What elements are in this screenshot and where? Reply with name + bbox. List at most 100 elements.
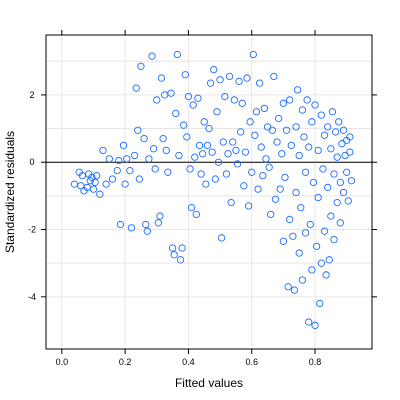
data-point: [281, 173, 289, 182]
data-point: [298, 106, 307, 114]
data-point: [102, 180, 110, 188]
data-point: [167, 89, 175, 97]
data-point: [229, 138, 237, 146]
data-point: [135, 175, 144, 183]
grid-lines: [46, 35, 372, 349]
data-point: [96, 190, 104, 198]
data-point: [162, 146, 170, 155]
data-point: [108, 175, 117, 183]
x-tick-label: 0.6: [245, 357, 258, 367]
data-points: [70, 50, 356, 330]
data-point: [208, 148, 216, 156]
data-point: [317, 259, 326, 267]
y-tick-label: -2: [28, 225, 36, 235]
data-point: [170, 251, 178, 259]
data-point: [298, 276, 307, 284]
data-point: [330, 170, 338, 178]
data-point: [306, 220, 314, 229]
data-point: [224, 150, 232, 158]
data-point: [325, 256, 333, 264]
data-point: [324, 123, 332, 131]
data-point: [199, 150, 207, 158]
data-point: [151, 165, 159, 173]
data-point: [113, 166, 121, 175]
data-point: [206, 79, 215, 87]
x-tick-label: 0.8: [309, 357, 322, 367]
data-point: [184, 92, 193, 101]
data-point: [278, 150, 286, 158]
data-point: [341, 151, 349, 160]
data-point: [180, 121, 188, 129]
data-point: [286, 96, 294, 104]
data-point: [314, 146, 322, 155]
data-point: [70, 180, 79, 188]
data-point: [267, 210, 275, 219]
data-point: [254, 185, 262, 193]
data-point: [286, 215, 294, 224]
data-point: [115, 156, 123, 165]
data-point: [148, 52, 156, 60]
data-point: [346, 133, 354, 141]
x-tick-label: 0.2: [119, 357, 132, 367]
data-point: [227, 198, 235, 207]
data-point: [328, 108, 337, 116]
data-point: [320, 131, 329, 139]
data-point: [189, 101, 197, 109]
data-point: [257, 143, 265, 151]
data-point: [308, 266, 316, 274]
data-point: [301, 229, 310, 237]
data-point: [265, 163, 273, 171]
y-tick-label: 0: [29, 157, 34, 167]
data-point: [268, 126, 276, 134]
data-point: [238, 99, 246, 107]
data-point: [346, 148, 354, 156]
data-point: [263, 123, 272, 131]
data-point: [297, 203, 305, 212]
data-point: [339, 126, 348, 134]
data-point: [153, 96, 161, 104]
data-point: [237, 128, 245, 136]
data-point: [143, 227, 151, 235]
data-point: [145, 155, 153, 163]
data-point: [92, 172, 101, 180]
data-point: [255, 79, 264, 87]
data-point: [195, 141, 204, 150]
data-point: [274, 114, 283, 123]
data-point: [172, 109, 180, 118]
data-point: [311, 321, 319, 330]
data-point: [289, 232, 297, 240]
data-point: [320, 227, 329, 235]
data-point: [246, 118, 254, 126]
data-point: [259, 172, 267, 180]
data-point: [89, 185, 98, 193]
data-point: [343, 168, 351, 176]
plot-frame: [45, 34, 373, 350]
data-point: [156, 212, 164, 220]
data-point: [279, 99, 288, 107]
data-point: [252, 108, 261, 116]
data-point: [222, 170, 231, 178]
data-point: [336, 178, 344, 187]
data-point: [105, 155, 113, 163]
data-point: [300, 133, 308, 141]
data-point: [305, 318, 313, 326]
data-point: [251, 131, 259, 139]
data-point: [339, 188, 348, 197]
data-point: [260, 104, 269, 113]
data-point: [241, 148, 250, 156]
data-point: [88, 173, 96, 182]
data-point: [232, 146, 240, 155]
data-point: [213, 108, 221, 116]
data-point: [142, 220, 150, 229]
data-point: [159, 135, 167, 143]
data-point: [186, 165, 194, 173]
data-point: [240, 182, 248, 190]
data-point: [295, 151, 303, 160]
data-point: [330, 235, 338, 244]
data-point: [309, 178, 318, 187]
data-point: [271, 195, 280, 203]
data-point: [175, 151, 183, 160]
data-point: [183, 133, 191, 141]
data-point: [317, 111, 326, 119]
data-point: [312, 242, 321, 251]
